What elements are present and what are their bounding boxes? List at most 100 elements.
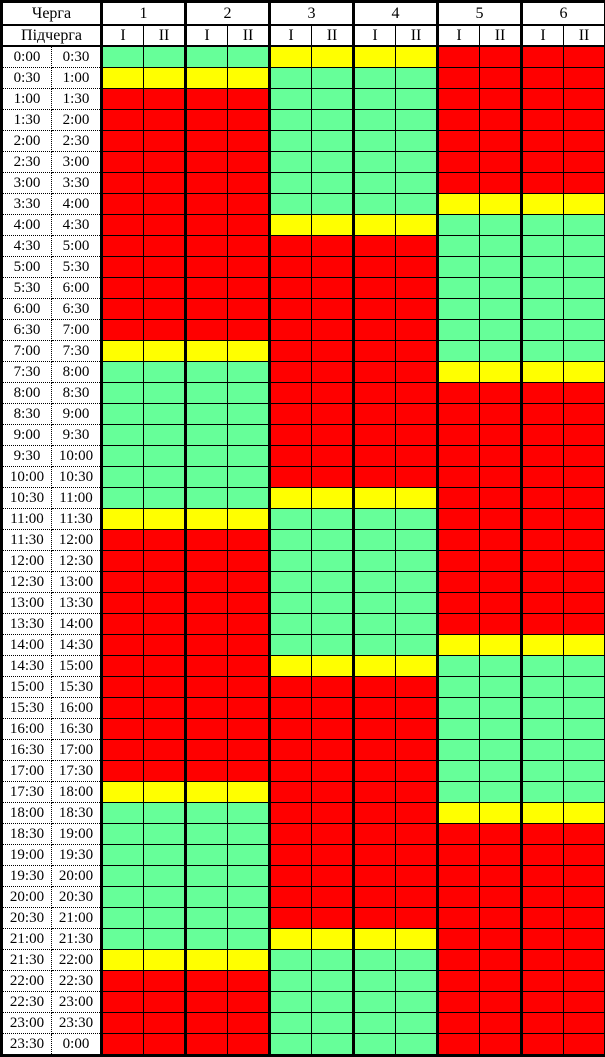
state-cell-q1-I-17:00 (102, 761, 144, 782)
state-cell-q5-II-6:30 (480, 320, 522, 341)
state-cell-q4-II-5:00 (396, 257, 438, 278)
state-cell-q2-II-3:30 (228, 194, 270, 215)
state-cell-q3-I-20:00 (270, 887, 312, 908)
state-cell-q1-II-16:30 (144, 740, 186, 761)
state-cell-q3-II-22:30 (312, 992, 354, 1013)
state-cell-q6-II-11:00 (564, 509, 605, 530)
state-cell-q3-II-20:00 (312, 887, 354, 908)
state-cell-q5-I-18:30 (438, 824, 480, 845)
state-cell-q2-II-4:00 (228, 215, 270, 236)
state-cell-q6-I-18:00 (522, 803, 564, 824)
time-end-cell: 18:00 (52, 782, 102, 803)
state-cell-q4-I-16:00 (354, 719, 396, 740)
time-end-cell: 23:00 (52, 992, 102, 1013)
time-end-cell: 23:30 (52, 1013, 102, 1034)
time-end-cell: 0:30 (52, 46, 102, 68)
time-start-cell: 18:30 (2, 824, 52, 845)
state-cell-q5-I-23:00 (438, 1013, 480, 1034)
state-cell-q6-I-14:00 (522, 635, 564, 656)
state-cell-q1-I-2:30 (102, 152, 144, 173)
state-cell-q4-II-1:30 (396, 110, 438, 131)
state-cell-q2-I-7:00 (186, 341, 228, 362)
state-cell-q4-I-13:00 (354, 593, 396, 614)
state-cell-q3-I-2:00 (270, 131, 312, 152)
state-cell-q5-I-5:00 (438, 257, 480, 278)
state-cell-q3-I-12:30 (270, 572, 312, 593)
state-cell-q2-I-12:30 (186, 572, 228, 593)
state-cell-q1-II-10:30 (144, 488, 186, 509)
state-cell-q5-I-11:00 (438, 509, 480, 530)
state-cell-q1-II-19:00 (144, 845, 186, 866)
state-cell-q3-I-3:00 (270, 173, 312, 194)
state-cell-q1-I-4:30 (102, 236, 144, 257)
state-cell-q4-I-9:00 (354, 425, 396, 446)
state-cell-q3-I-13:30 (270, 614, 312, 635)
time-start-cell: 7:00 (2, 341, 52, 362)
state-cell-q3-II-11:30 (312, 530, 354, 551)
state-cell-q6-I-2:30 (522, 152, 564, 173)
state-cell-q4-II-12:00 (396, 551, 438, 572)
state-cell-q3-I-1:30 (270, 110, 312, 131)
state-cell-q3-II-1:30 (312, 110, 354, 131)
state-cell-q6-I-9:00 (522, 425, 564, 446)
time-end-cell: 9:00 (52, 404, 102, 425)
time-end-cell: 9:30 (52, 425, 102, 446)
state-cell-q6-II-22:30 (564, 992, 605, 1013)
state-cell-q1-II-3:00 (144, 173, 186, 194)
state-cell-q6-II-15:00 (564, 677, 605, 698)
state-cell-q2-I-14:00 (186, 635, 228, 656)
state-cell-q4-II-7:30 (396, 362, 438, 383)
state-cell-q6-I-20:30 (522, 908, 564, 929)
state-cell-q4-I-15:00 (354, 677, 396, 698)
time-start-cell: 7:30 (2, 362, 52, 383)
state-cell-q4-II-22:30 (396, 992, 438, 1013)
state-cell-q5-I-14:00 (438, 635, 480, 656)
state-cell-q4-I-1:30 (354, 110, 396, 131)
state-cell-q3-II-22:00 (312, 971, 354, 992)
state-cell-q2-II-9:00 (228, 425, 270, 446)
state-cell-q2-I-9:30 (186, 446, 228, 467)
state-cell-q1-II-22:30 (144, 992, 186, 1013)
state-cell-q2-I-17:30 (186, 782, 228, 803)
state-cell-q1-II-10:00 (144, 467, 186, 488)
state-cell-q4-II-10:00 (396, 467, 438, 488)
state-cell-q2-I-8:00 (186, 383, 228, 404)
state-cell-q1-I-8:00 (102, 383, 144, 404)
state-cell-q4-II-2:30 (396, 152, 438, 173)
state-cell-q2-II-6:00 (228, 299, 270, 320)
state-cell-q5-II-8:30 (480, 404, 522, 425)
state-cell-q4-I-20:30 (354, 908, 396, 929)
state-cell-q4-I-23:30 (354, 1034, 396, 1056)
state-cell-q1-II-0:00 (144, 46, 186, 68)
state-cell-q2-II-23:00 (228, 1013, 270, 1034)
state-cell-q4-II-14:00 (396, 635, 438, 656)
state-cell-q4-I-17:30 (354, 782, 396, 803)
state-cell-q2-I-11:00 (186, 509, 228, 530)
state-cell-q1-II-17:00 (144, 761, 186, 782)
state-cell-q5-II-5:00 (480, 257, 522, 278)
subqueue-header-3-I: I (270, 25, 312, 46)
state-cell-q1-II-21:00 (144, 929, 186, 950)
state-cell-q6-II-12:00 (564, 551, 605, 572)
state-cell-q2-I-9:00 (186, 425, 228, 446)
state-cell-q6-II-16:00 (564, 719, 605, 740)
state-cell-q6-I-1:30 (522, 110, 564, 131)
state-cell-q5-I-14:30 (438, 656, 480, 677)
state-cell-q3-I-4:30 (270, 236, 312, 257)
time-end-cell: 8:30 (52, 383, 102, 404)
time-end-cell: 1:00 (52, 68, 102, 89)
state-cell-q2-II-12:00 (228, 551, 270, 572)
state-cell-q2-I-22:00 (186, 971, 228, 992)
time-row-9:00: 9:009:30 (2, 425, 605, 446)
state-cell-q1-I-14:00 (102, 635, 144, 656)
state-cell-q6-I-5:00 (522, 257, 564, 278)
time-end-cell: 15:00 (52, 656, 102, 677)
state-cell-q5-I-8:00 (438, 383, 480, 404)
